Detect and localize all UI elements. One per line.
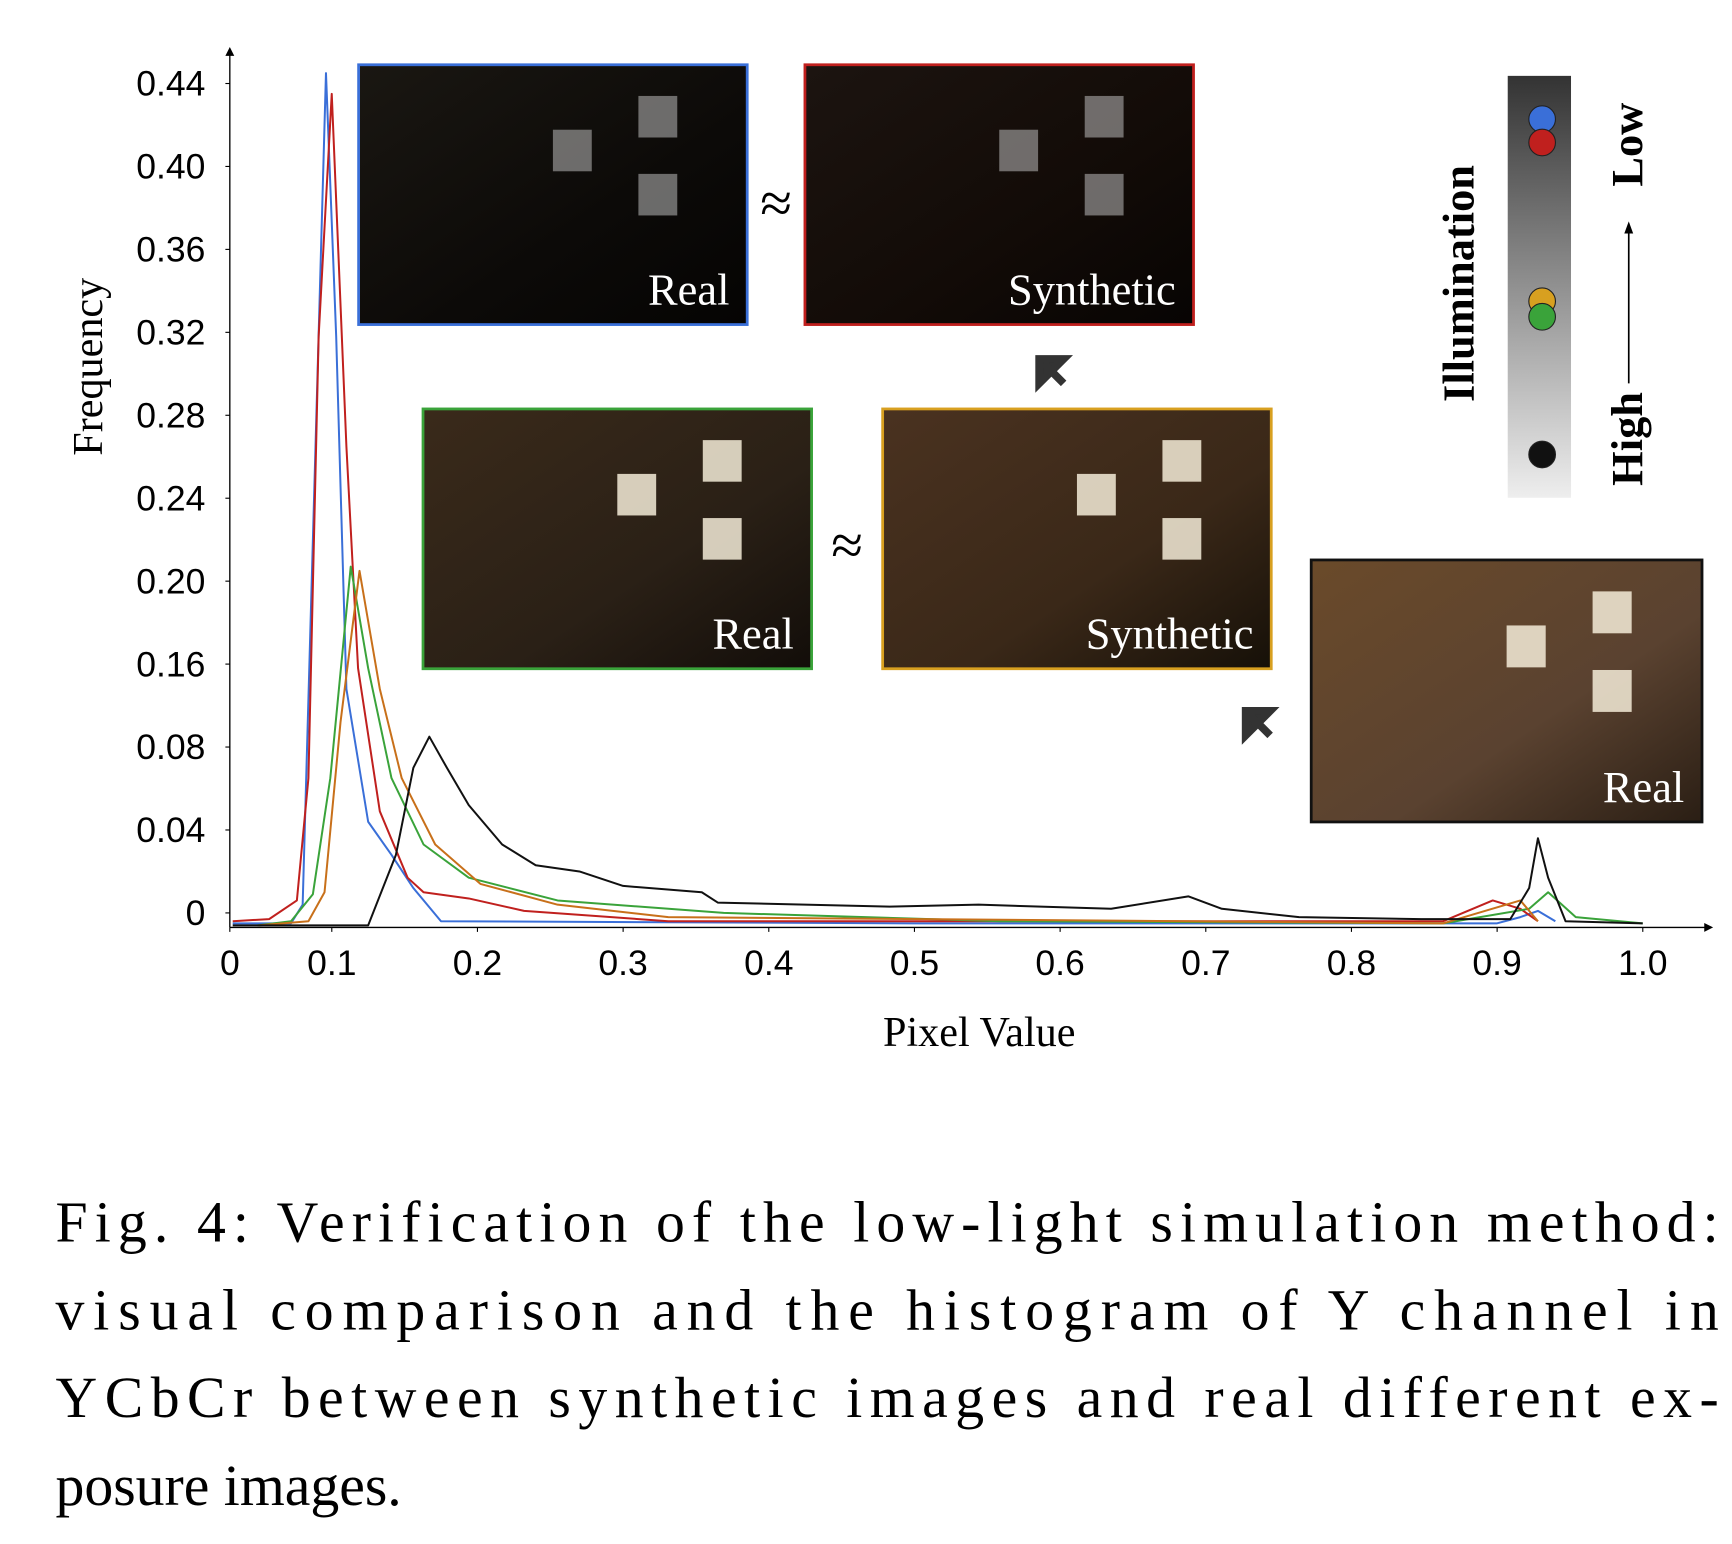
image-label: Synthetic [1086,609,1254,659]
x-tick-label: 0.8 [1327,943,1376,983]
illumination-dot [1528,128,1557,157]
image-panel: Real [1309,558,1704,824]
x-tick-label: 0.6 [1035,943,1084,983]
image-label: Synthetic [1008,265,1176,315]
arrow [1241,707,1280,745]
image [881,407,1273,671]
approx-sign: ≈ [760,172,792,235]
window [702,518,742,560]
image-panel: Real [357,63,749,326]
illumination-title: Illumination [1433,165,1483,402]
image-label: Real [712,609,793,659]
window [617,473,657,516]
y-tick-label: 0.04 [136,810,205,850]
window [999,129,1039,172]
illumination-dot [1528,302,1557,331]
series-line [232,735,1643,927]
window [1162,440,1202,482]
image [803,63,1195,326]
y-tick-label: 0.44 [136,64,205,104]
series-line [232,72,1556,925]
illumination-low: Low [1602,103,1652,187]
y-tick-label: 0 [186,893,206,933]
window [1592,591,1632,634]
y-tick-label: 0.16 [136,644,205,684]
y-tick-label: 0.24 [136,478,205,518]
image-panel: Synthetic [881,407,1273,671]
window [638,95,678,138]
image-label: Real [648,265,729,315]
image-panel: Real [421,407,813,671]
caption-line: YCbCr between synthetic images and real … [56,1367,1719,1430]
approx-sign: ≈ [831,514,863,577]
x-tick-label: 1.0 [1618,943,1667,983]
window [638,173,678,216]
y-tick-label: 0.28 [136,395,205,435]
y-axis-label: Frequency [65,278,112,456]
illumination-dot [1528,440,1557,469]
caption-line: posure images. [56,1455,402,1518]
illumination-dot [1528,105,1557,134]
window [702,440,742,482]
window [1084,95,1124,138]
x-axis-label: Pixel Value [883,1009,1076,1056]
arrow [1035,355,1074,393]
window [1084,173,1124,216]
x-tick-label: 0.2 [453,943,502,983]
y-tick-label: 0.32 [136,313,205,353]
x-tick-label: 0.9 [1472,943,1521,983]
y-tick-label: 0.36 [136,230,205,270]
window [1076,473,1116,516]
x-tick-label: 0.5 [890,943,939,983]
axis-arrow [225,47,235,56]
x-tick-label: 0 [220,943,240,983]
image-label: Real [1603,762,1684,812]
window [1506,625,1546,668]
image [357,63,749,326]
series-line [258,569,1539,927]
caption-line: Fig. 4: Verification of the low-light si… [56,1192,1719,1255]
x-tick-label: 0.1 [307,943,356,983]
window [1592,669,1632,712]
illumination-arrow-head [1624,221,1634,234]
image [1309,558,1704,824]
series-line [232,92,1539,923]
caption-line: visual comparison and the histogram of Y… [56,1279,1719,1342]
image-panel: Synthetic [803,63,1195,326]
y-tick-label: 0.40 [136,147,205,187]
illumination-high: High [1602,392,1652,486]
x-tick-label: 0.4 [744,943,793,983]
axis-arrow [1704,922,1714,932]
window [552,129,592,172]
caption: Fig. 4: Verification of the low-light si… [56,1192,1719,1518]
x-tick-label: 0.7 [1181,943,1230,983]
y-tick-label: 0.20 [136,561,205,601]
y-tick-label: 0.08 [136,727,205,767]
window [1162,518,1202,560]
image [421,407,813,671]
series-line [257,565,1643,927]
x-tick-label: 0.3 [598,943,647,983]
